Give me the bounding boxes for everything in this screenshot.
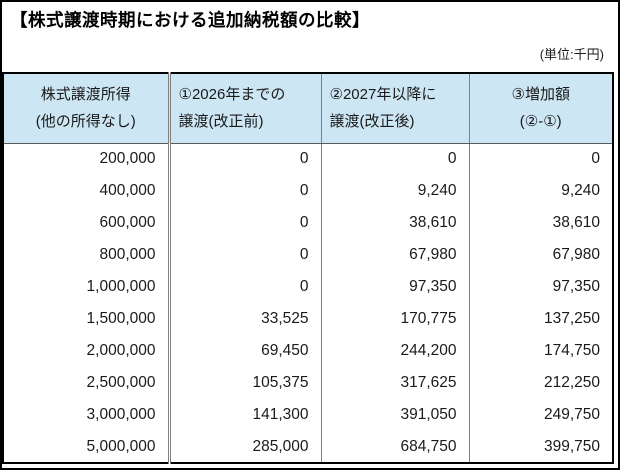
table-row: 5,000,000 285,000 684,750 399,750 <box>3 431 613 463</box>
header-line: ③増加額 <box>511 86 570 104</box>
table-row: 1,500,000 33,525 170,775 137,250 <box>3 303 613 335</box>
header-line: ①2026年までの <box>178 86 286 104</box>
cell-after: 67,980 <box>321 239 470 271</box>
cell-before: 285,000 <box>169 431 322 463</box>
cell-income: 5,000,000 <box>3 431 171 463</box>
cell-before: 33,525 <box>169 303 322 335</box>
cell-income: 2,000,000 <box>3 335 171 367</box>
header-line: (②-①) <box>519 113 562 131</box>
cell-before: 0 <box>169 207 322 239</box>
cell-increase: 137,250 <box>543 310 600 327</box>
cell-after: 0 <box>321 143 470 175</box>
cell-after: 684,750 <box>321 431 470 463</box>
cell-increase: 399,750 <box>543 437 600 455</box>
cell-income: 800,000 <box>3 239 171 271</box>
header-line: 譲渡(改正後) <box>329 113 415 131</box>
cell-after: 97,350 <box>321 271 470 303</box>
cell-before: 69,450 <box>169 335 322 367</box>
cell-increase: 249,750 <box>543 406 600 423</box>
cell-after: 391,050 <box>321 399 470 431</box>
cell-after: 38,610 <box>321 207 470 239</box>
table-row: 200,000 0 0 0 <box>3 143 613 175</box>
cell-before: 0 <box>169 271 322 303</box>
table-row: 2,000,000 69,450 244,200 174,750 <box>3 335 613 367</box>
header-line: 譲渡(改正前) <box>178 113 264 131</box>
cell-income: 2,500,000 <box>3 367 171 399</box>
table-row: 3,000,000 141,300 391,050 249,750 <box>3 399 613 431</box>
unit-label: (単位:千円) <box>539 47 604 62</box>
header-line: (他の所得なし) <box>35 113 136 131</box>
cell-before: 0 <box>169 239 322 271</box>
cell-income: 200,000 <box>3 143 171 175</box>
cell-before: 0 <box>169 175 322 207</box>
header-line: 株式譲渡所得 <box>40 86 131 104</box>
cell-increase: 212,250 <box>543 374 600 391</box>
table-row: 600,000 0 38,610 38,610 <box>3 207 613 239</box>
cell-after: 244,200 <box>321 335 470 367</box>
cell-before: 105,375 <box>169 367 322 399</box>
cell-increase: 0 <box>591 150 600 168</box>
cell-increase: 67,980 <box>552 246 600 263</box>
header-increase: ③増加額 (②-①) <box>469 73 613 144</box>
header-after-2027: ②2027年以降に 譲渡(改正後) <box>321 73 470 144</box>
cell-before: 141,300 <box>169 399 322 431</box>
cell-increase: 97,350 <box>552 278 600 295</box>
cell-income: 1,000,000 <box>3 271 171 303</box>
table-row: 800,000 0 67,980 67,980 <box>3 239 613 271</box>
cell-after: 9,240 <box>321 175 470 207</box>
cell-income: 3,000,000 <box>3 399 171 431</box>
cell-income: 400,000 <box>3 175 171 207</box>
cell-before: 0 <box>169 143 322 175</box>
table-row: 1,000,000 0 97,350 97,350 <box>3 271 613 303</box>
cell-increase: 38,610 <box>552 214 600 231</box>
header-line: ②2027年以降に <box>329 86 437 104</box>
cell-income: 1,500,000 <box>3 303 171 335</box>
header-row: 株式譲渡所得 (他の所得なし) ①2026年までの 譲渡(改正前) ②2027年… <box>3 73 613 144</box>
cell-increase: 174,750 <box>543 342 600 359</box>
header-before-2026: ①2026年までの 譲渡(改正前) <box>169 73 322 144</box>
table-row: 400,000 0 9,240 9,240 <box>3 175 613 207</box>
cell-increase: 9,240 <box>561 182 600 199</box>
cell-income: 600,000 <box>3 207 171 239</box>
tax-comparison-table: 株式譲渡所得 (他の所得なし) ①2026年までの 譲渡(改正前) ②2027年… <box>2 72 614 464</box>
table-row: 2,500,000 105,375 317,625 212,250 <box>3 367 613 399</box>
page-title: 【株式譲渡時期における追加納税額の比較】 <box>10 10 370 30</box>
cell-after: 170,775 <box>321 303 470 335</box>
cell-after: 317,625 <box>321 367 470 399</box>
header-capital-gains: 株式譲渡所得 (他の所得なし) <box>3 73 171 144</box>
